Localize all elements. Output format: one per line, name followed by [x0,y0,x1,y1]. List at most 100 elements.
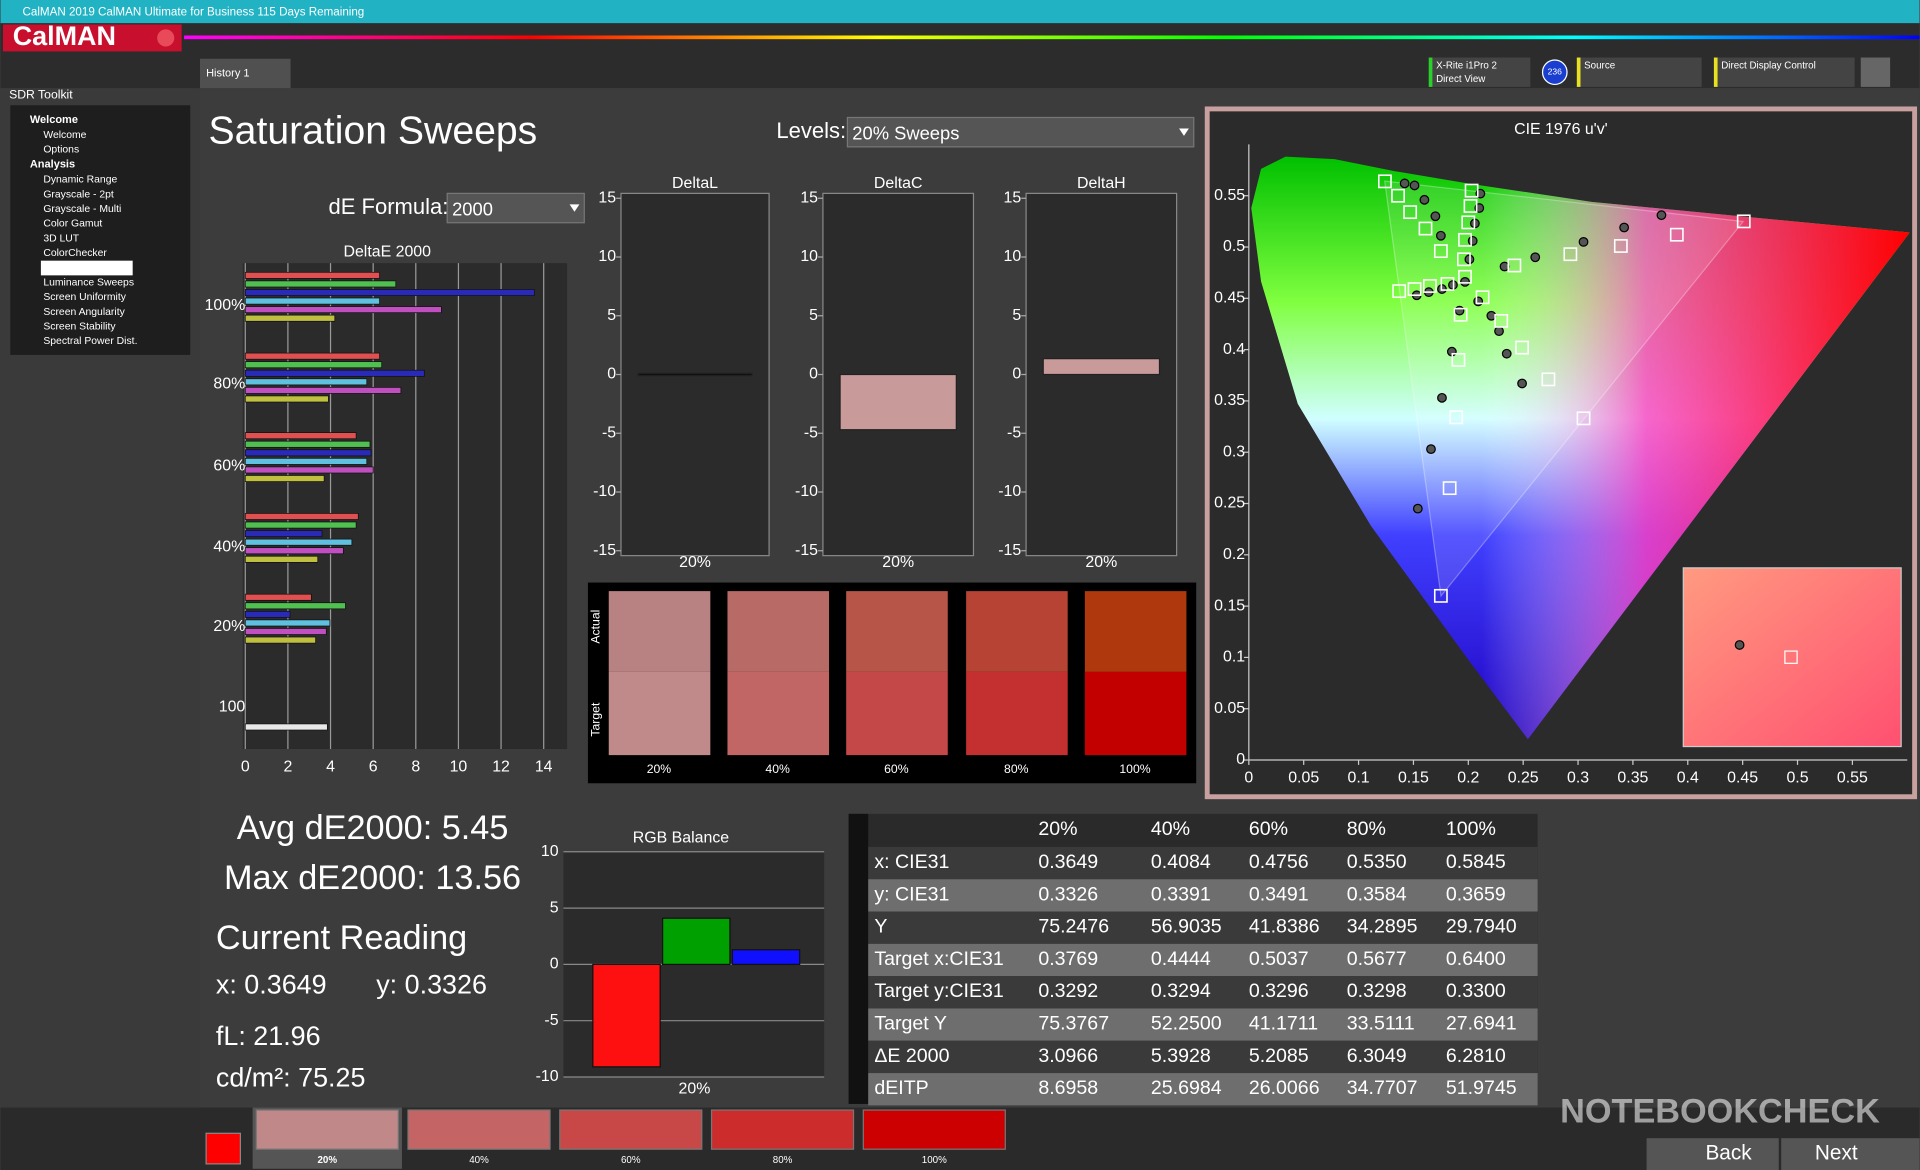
target-point [1576,411,1591,426]
tree-group[interactable]: Analysis [30,159,75,171]
target-label: Target [589,702,603,737]
target-point [1457,252,1471,267]
source-label: Source [1584,61,1615,72]
chart-title: DeltaC [874,175,923,192]
table-cell: 41.8386 [1249,916,1320,938]
bar [731,949,801,966]
y-tick-label: 0.55 [1214,187,1245,204]
tree-item[interactable]: Screen Uniformity [43,292,126,303]
next-button[interactable] [1781,1138,1920,1170]
tree-item[interactable]: ColorChecker [43,248,107,259]
tree-item[interactable]: Luminance Sweeps [43,277,134,288]
tree-item[interactable]: Grayscale - 2pt [43,189,114,200]
target-point [1391,188,1405,203]
bottom-swatch[interactable] [710,1109,855,1150]
bar [244,297,380,305]
y-tick-label: 0.15 [1214,597,1245,614]
target-point [1403,205,1418,220]
x-tick-label: 0.5 [1786,770,1808,787]
target-point [1442,481,1457,496]
reading: cd/m²: 75.25 [216,1063,366,1093]
levels-dropdown[interactable] [846,116,1195,148]
bottom-swatch[interactable] [862,1109,1006,1150]
x-tick-label: 0.15 [1398,770,1429,787]
y-tick-label: 0.3 [1223,443,1245,460]
y-tick-label: 5 [809,307,818,324]
measured-point [1578,236,1589,247]
gamut-triangle [1383,180,1745,598]
logo[interactable]: CalMAN [13,21,116,51]
tree-item[interactable]: Spectral Power Dist. [43,336,137,347]
badge[interactable] [1541,59,1568,86]
tree-item[interactable]: Grayscale - Multi [43,204,121,215]
control-box[interactable] [1713,57,1855,87]
y-tick-label: 100 [219,699,246,716]
bar [244,369,425,377]
y-tick-label: -10 [998,483,1021,500]
tree-item[interactable]: Saturation Sweeps [43,263,130,274]
y-tick-label: 15 [1003,189,1021,206]
table-cell: 5.2085 [1249,1045,1309,1067]
tree-item[interactable]: Options [43,145,79,156]
table-cell: 0.3769 [1038,948,1098,970]
x-tick-label: 20% [679,554,711,571]
y-tick-label: 80% [213,375,245,392]
sidebar-title: SDR Toolkit [9,88,73,102]
formula-dropdown[interactable] [446,192,585,224]
bottom-swatch[interactable] [407,1109,551,1150]
bar [244,555,319,563]
logo-menu[interactable] [157,29,175,47]
x-tick-label: 0.3 [1567,770,1589,787]
next-label[interactable]: Next [1815,1142,1858,1165]
x-tick-label: 0.4 [1677,770,1699,787]
table-header: 40% [1151,818,1190,840]
settings-button[interactable] [1860,57,1891,87]
chart-title: CIE 1976 u'v' [1514,121,1608,138]
window-title: CalMAN 2019 CalMAN Ultimate for Business… [23,5,365,18]
back-button[interactable] [1646,1138,1779,1170]
target-point [1433,244,1448,259]
swatch-label: 80% [773,1155,793,1166]
x-tick-label: 0.45 [1727,770,1758,787]
table-cell: 0.6400 [1446,948,1506,970]
x-tick-label: 10 [450,759,468,776]
bottom-swatch[interactable] [255,1109,399,1150]
bar [244,723,328,731]
logo-box[interactable] [2,24,182,52]
tree-group[interactable]: Welcome [30,114,78,126]
swatch-label: 100% [922,1155,947,1166]
back-label[interactable]: Back [1705,1142,1752,1165]
tree-item[interactable]: 3D LUT [43,233,79,244]
tree-selection [40,260,133,276]
tree-item[interactable]: Color Gamut [43,219,102,230]
y-tick-label: 20% [213,618,245,635]
measured-point [1419,194,1430,205]
x-tick-label: 20% [1085,554,1117,571]
target-swatch [727,671,830,756]
bar [244,628,327,635]
tree-item[interactable]: Dynamic Range [43,175,117,186]
tree-item[interactable]: Screen Stability [43,322,116,333]
meter-box[interactable] [1428,57,1531,87]
source-box[interactable] [1576,57,1702,87]
tree-item[interactable]: Screen Angularity [43,307,125,318]
tab-label[interactable]: History 1 [206,67,249,79]
swatch-label: 40% [469,1155,489,1166]
reading: Current Reading [216,919,467,957]
bar [244,289,535,296]
table-row [868,879,1538,912]
bar [244,395,329,403]
measured-point [1467,235,1478,246]
target-swatch [608,671,711,756]
bar [244,602,346,610]
bar [244,280,397,288]
bottom-swatch[interactable] [559,1109,703,1150]
bar [244,521,357,529]
measured-point [1430,211,1441,222]
tab[interactable] [199,58,291,89]
table-cell: 34.2895 [1347,916,1418,938]
target-point [1422,279,1437,293]
reading: Max dE2000: 13.56 [224,859,521,897]
table-row [868,976,1538,1009]
tree-item[interactable]: Welcome [43,130,86,141]
